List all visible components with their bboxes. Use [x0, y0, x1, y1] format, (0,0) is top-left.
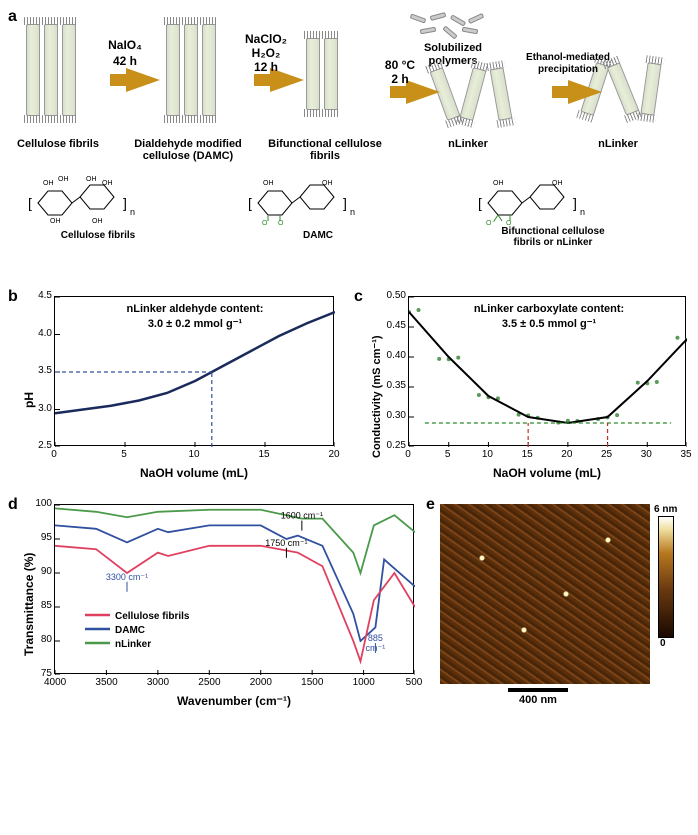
chart-b: nLinker aldehyde content: 3.0 ± 0.2 mmol…: [54, 296, 334, 446]
svg-text:[: [: [248, 195, 252, 211]
svg-text:n: n: [350, 207, 355, 217]
svg-text:nLinker: nLinker: [115, 639, 151, 650]
arrow-4: [568, 80, 602, 104]
svg-text:[: [: [478, 195, 482, 211]
panel-c-label: c: [354, 288, 363, 306]
cap-nlinker1: nLinker: [428, 138, 508, 150]
cap-cellulose: Cellulose fibrils: [8, 138, 108, 150]
svg-text:OH: OH: [50, 218, 61, 225]
svg-text:3300 cm⁻¹: 3300 cm⁻¹: [106, 572, 148, 582]
mol-damc: [ ] n OH OH O O: [248, 173, 398, 225]
panel-bc-row: b c pH nLinker aldehyde content: 3.0 ± 0…: [8, 288, 690, 488]
cb-max: 6 nm: [654, 504, 677, 515]
svg-text:OH: OH: [263, 180, 274, 187]
panel-a-label: a: [8, 8, 17, 26]
panel-b-xlabel: NaOH volume (mL): [54, 466, 334, 480]
afm-image: [440, 504, 650, 684]
svg-text:O: O: [506, 220, 512, 225]
svg-text:OH: OH: [552, 180, 563, 187]
svg-text:n: n: [130, 207, 135, 217]
panel-c-xlabel: NaOH volume (mL): [408, 466, 686, 480]
afm-colorbar: [658, 516, 674, 638]
svg-text:[: [: [28, 195, 32, 211]
svg-text:OH: OH: [58, 176, 69, 183]
svg-text:DAMC: DAMC: [115, 625, 145, 636]
cap-nlinker2: nLinker: [578, 138, 658, 150]
b-title2: 3.0 ± 0.2 mmol g⁻¹: [85, 317, 305, 330]
solubilized-polymers-icon: [408, 14, 498, 42]
scalebar: [508, 688, 568, 692]
step3-time: 2 h: [360, 72, 440, 86]
svg-text:1600 cm⁻¹: 1600 cm⁻¹: [281, 511, 323, 521]
chemlab-cellulose: Cellulose fibrils: [38, 230, 158, 241]
chart-d: Cellulose fibrils DAMC nLinker 3300 cm⁻¹ 175…: [54, 504, 414, 674]
step2-reagent: NaClO₂ H₂O₂: [226, 32, 306, 61]
panel-e-label: e: [426, 496, 435, 514]
svg-text:OH: OH: [86, 176, 97, 183]
c-title2: 3.5 ± 0.5 mmol g⁻¹: [429, 317, 669, 330]
panel-a: a Solubilized polymers: [8, 8, 690, 288]
svg-text:]: ]: [123, 195, 127, 211]
scalebar-label: 400 nm: [508, 694, 568, 706]
cap-bifunc: Bifunctional cellulose fibrils: [260, 138, 390, 162]
svg-text:OH: OH: [102, 180, 113, 187]
panel-d-label: d: [8, 496, 18, 514]
svg-text:]: ]: [343, 195, 347, 211]
fibrils-nlinker1: [438, 68, 508, 120]
cb-min: 0: [660, 638, 666, 649]
svg-text:OH: OH: [493, 180, 504, 187]
svg-text:OH: OH: [92, 218, 103, 225]
c-title1: nLinker carboxylate content:: [429, 303, 669, 315]
fibrils-damc: [166, 24, 216, 116]
svg-text:O: O: [278, 220, 284, 225]
panel-de-row: d e Transmittance (%) Cellulose fibrilsD…: [8, 496, 690, 716]
b-title1: nLinker aldehyde content:: [85, 303, 305, 315]
step3-reagent: 80 °C: [360, 58, 440, 72]
svg-text:O: O: [262, 220, 268, 225]
chart-c: nLinker carboxylate content: 3.5 ± 0.5 m…: [408, 296, 686, 446]
chemlab-nlinker: Bifunctional cellulose fibrils or nLinke…: [473, 226, 633, 248]
svg-text:Cellulose fibrils: Cellulose fibrils: [115, 611, 190, 622]
svg-text:1750 cm⁻¹: 1750 cm⁻¹: [265, 538, 307, 548]
svg-text:OH: OH: [322, 180, 333, 187]
arrow-1: [126, 68, 160, 92]
mol-nlinker: [ ] n OH OH O⁻ O: [478, 173, 628, 225]
svg-text:OH: OH: [43, 180, 54, 187]
fibrils-bifunctional: [306, 38, 338, 110]
svg-text:]: ]: [573, 195, 577, 211]
step2-time: 12 h: [226, 60, 306, 74]
chemlab-damc: DAMC: [268, 230, 368, 241]
mol-cellulose: [ ] n OH OH OH OH OH OH: [28, 173, 178, 225]
panel-b-label: b: [8, 288, 18, 306]
step1-time: 42 h: [90, 54, 160, 68]
fibrils-cellulose: [26, 24, 76, 116]
step4-reagent: Ethanol-mediated precipitation: [518, 52, 618, 76]
figure-root: a Solubilized polymers: [8, 8, 690, 716]
svg-text:n: n: [580, 207, 585, 217]
panel-d-xlabel: Wavenumber (cm⁻¹): [54, 694, 414, 708]
cap-damc: Dialdehyde modified cellulose (DAMC): [118, 138, 258, 162]
step1-reagent: NaIO₄: [90, 38, 160, 52]
